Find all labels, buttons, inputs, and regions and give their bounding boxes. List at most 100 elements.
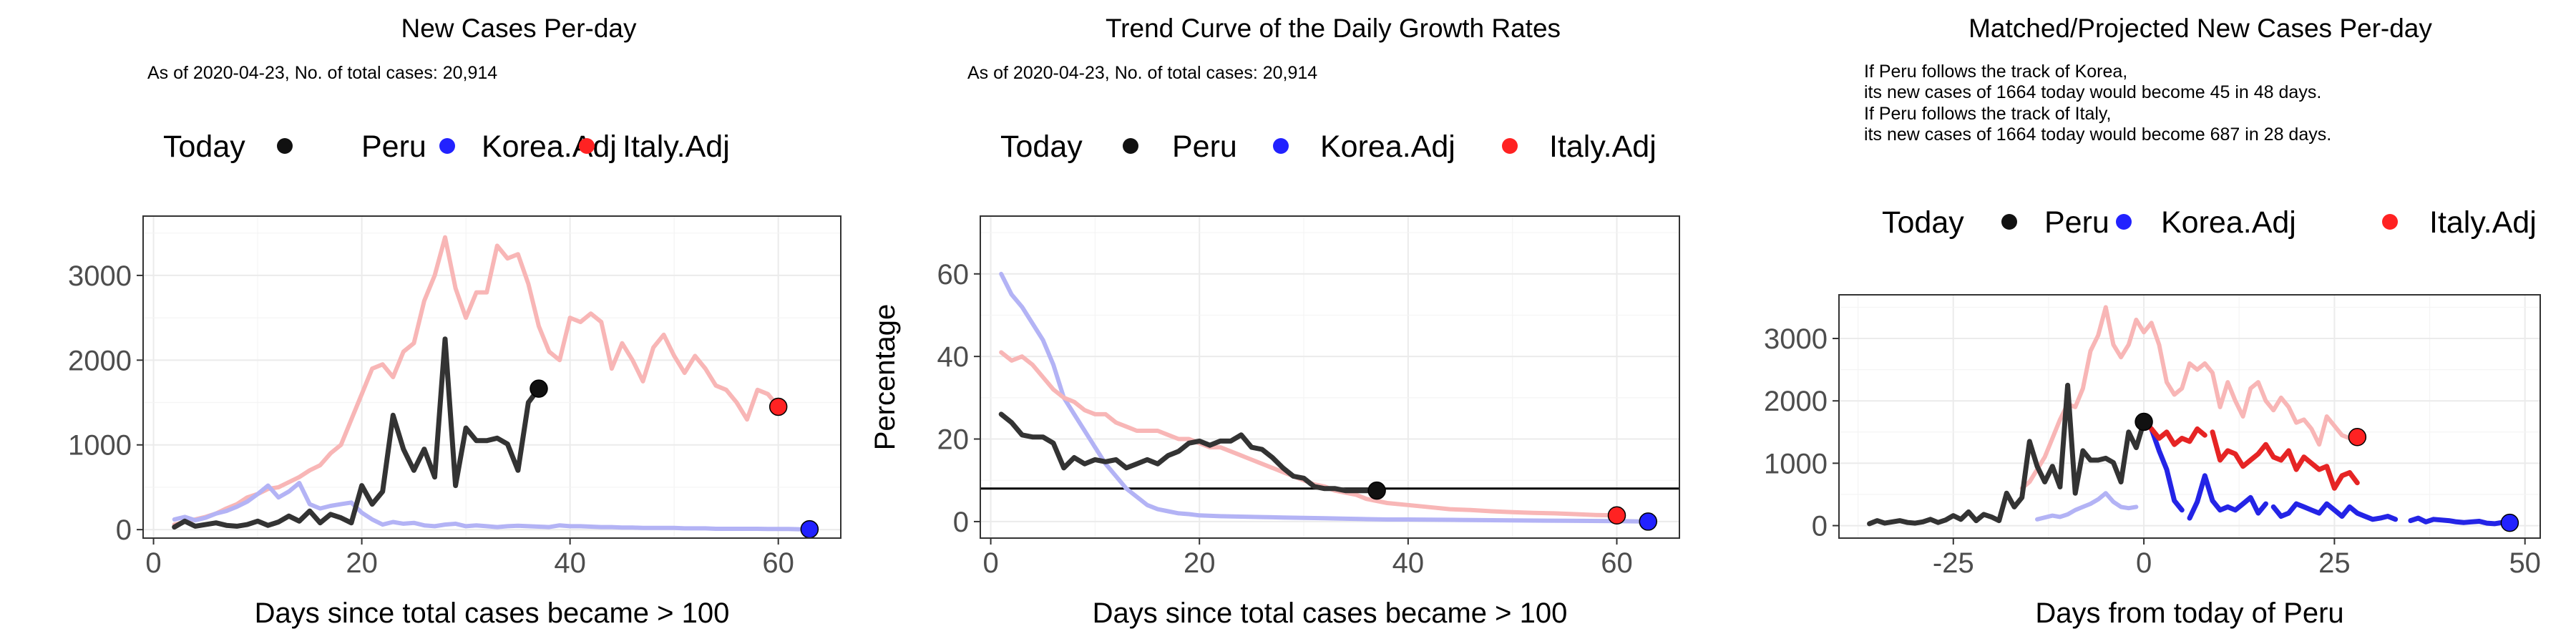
x-tick-label: 60 <box>1601 547 1633 579</box>
series-italy-adj-projection-segment <box>2141 419 2207 447</box>
panel-2: Trend Curve of the Daily Growth Rates As … <box>869 14 1680 629</box>
axis-y: 0 1000 2000 3000 <box>1764 323 1839 542</box>
y-tick-label: 0 <box>116 514 132 546</box>
panel-1: New Cases Per-day As of 2020-04-23, No. o… <box>68 14 841 629</box>
gridlines <box>980 216 1679 538</box>
y-tick-label: 40 <box>937 341 970 373</box>
panel-3: Matched/Projected New Cases Per-day If Pe… <box>1764 14 2541 629</box>
legend-title: Today <box>1000 130 1083 164</box>
axis-y: 0 1000 2000 3000 <box>68 260 143 546</box>
chart-title: Matched/Projected New Cases Per-day <box>1968 14 2432 43</box>
chart-subtitle: its new cases of 1664 today would become… <box>1864 82 2321 102</box>
x-tick-label: 0 <box>982 547 998 579</box>
legend-label-peru: Peru <box>1172 130 1237 164</box>
today-point-korea-adj <box>800 519 819 538</box>
series-italy-adj-projection-segment <box>2210 429 2360 491</box>
chart-subtitle: If Peru follows the track of Italy, <box>1864 104 2112 124</box>
y-tick-label: 20 <box>937 424 970 456</box>
legend-key-peru <box>277 138 293 154</box>
legend-label-korea-adj: Korea.Adj <box>482 130 617 164</box>
legend: Today Peru Korea.Adj Italy.Adj <box>163 130 730 164</box>
legend-key-italy-adj <box>1502 138 1518 154</box>
series-korea-adj <box>2035 491 2139 522</box>
series-italy-adj <box>172 235 781 527</box>
series-italy-adj <box>999 350 1619 518</box>
legend-label-korea-adj: Korea.Adj <box>1320 130 1455 164</box>
y-tick-label: 1000 <box>68 430 132 462</box>
chart-title: Trend Curve of the Daily Growth Rates <box>1106 14 1561 43</box>
series-korea-adj <box>999 271 1651 524</box>
series-korea-adj <box>172 481 812 532</box>
y-tick-label: 60 <box>937 259 970 291</box>
x-tick-label: 20 <box>1184 547 1216 579</box>
y-tick-label: 1000 <box>1764 448 1828 479</box>
y-axis-label: Percentage <box>869 304 901 451</box>
chart-title: New Cases Per-day <box>401 14 637 43</box>
y-tick-label: 0 <box>953 507 969 538</box>
today-point-peru <box>1367 481 1386 500</box>
axis-x: 0 20 40 60 <box>982 538 1633 579</box>
legend-title: Today <box>1882 205 1964 240</box>
x-tick-label: 50 <box>2509 547 2541 579</box>
x-tick-label: 60 <box>762 547 794 579</box>
legend-key-korea-adj <box>2116 214 2132 230</box>
axis-x: 0 20 40 60 <box>145 538 794 579</box>
chart-subtitle: If Peru follows the track of Korea, <box>1864 62 2127 82</box>
legend-key-korea-adj <box>1273 138 1289 154</box>
x-tick-label: 40 <box>1392 547 1425 579</box>
x-tick-label: 25 <box>2318 547 2351 579</box>
today-point-italy-adj <box>1607 506 1626 525</box>
series-korea-adj-projection-segment <box>2270 501 2399 522</box>
legend-title: Today <box>163 130 245 164</box>
legend-label-korea-adj: Korea.Adj <box>2161 205 2296 240</box>
chart-subtitle: As of 2020-04-23, No. of total cases: 20… <box>147 63 497 83</box>
axis-x: -25 0 25 50 <box>1933 538 2541 579</box>
plot-area <box>980 271 1679 531</box>
today-point-korea-adj <box>1639 512 1658 531</box>
plot-area <box>172 235 819 538</box>
plot-area <box>1867 305 2519 532</box>
legend: Today Peru Korea.Adj Italy.Adj <box>1882 205 2537 240</box>
legend-key-peru <box>1123 138 1138 154</box>
y-tick-label: 2000 <box>68 345 132 376</box>
x-tick-label: 0 <box>2136 547 2152 579</box>
legend-label-peru: Peru <box>2044 205 2109 240</box>
x-axis-label: Days from today of Peru <box>2035 597 2343 629</box>
series-italy-adj <box>2019 305 2352 491</box>
chart-subtitle: As of 2020-04-23, No. of total cases: 20… <box>967 63 1317 83</box>
x-tick-label: 40 <box>554 547 586 579</box>
legend-label-peru: Peru <box>361 130 426 164</box>
legend-key-peru <box>2001 214 2017 230</box>
series-korea-adj-projection-segment <box>2408 515 2512 527</box>
x-tick-label: -25 <box>1933 547 1974 579</box>
series-peru <box>1867 382 2147 527</box>
legend-label-italy-adj: Italy.Adj <box>1549 130 1657 164</box>
x-axis-label: Days since total cases became > 100 <box>255 597 730 629</box>
legend-key-italy-adj <box>579 138 595 154</box>
x-axis-label: Days since total cases became > 100 <box>1093 597 1568 629</box>
series-peru <box>998 411 1380 494</box>
gridlines <box>1839 295 2540 538</box>
x-tick-label: 0 <box>145 547 161 579</box>
axis-y: 0 20 40 60 <box>937 259 980 538</box>
today-point-korea-adj <box>2500 513 2519 532</box>
legend-label-italy-adj: Italy.Adj <box>623 130 730 164</box>
y-tick-label: 2000 <box>1764 386 1828 417</box>
y-tick-label: 3000 <box>1764 323 1828 355</box>
plot-frame <box>980 215 1680 539</box>
series-peru <box>172 336 542 530</box>
x-tick-label: 20 <box>346 547 378 579</box>
legend: Today Peru Korea.Adj Italy.Adj <box>1000 130 1657 164</box>
today-point-italy-adj <box>769 397 788 416</box>
legend-key-korea-adj <box>439 138 455 154</box>
y-tick-label: 0 <box>1812 511 1828 542</box>
series-korea-adj-projection-segment <box>2187 473 2268 521</box>
plot-frame <box>1838 294 2541 539</box>
legend-label-italy-adj: Italy.Adj <box>2429 205 2537 240</box>
plot-frame <box>142 215 841 539</box>
today-point-peru <box>2135 412 2153 431</box>
today-point-peru <box>530 379 548 398</box>
y-tick-label: 3000 <box>68 260 132 292</box>
today-point-italy-adj <box>2348 428 2367 447</box>
